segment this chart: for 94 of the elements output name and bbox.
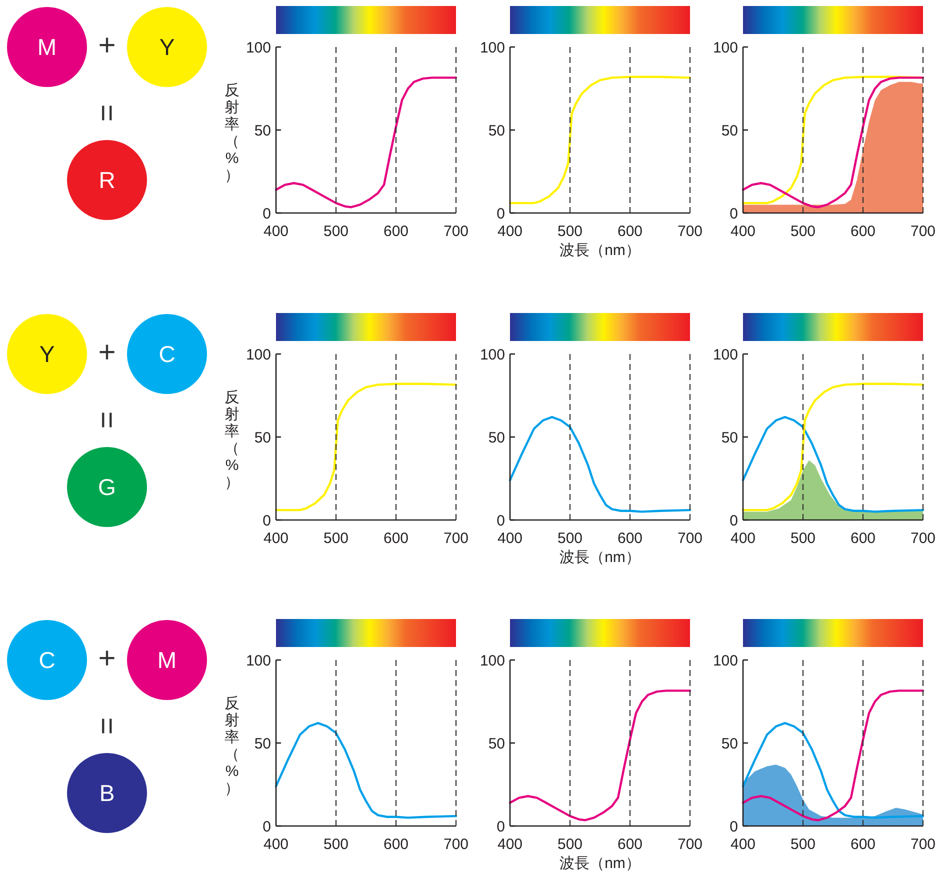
line-series (508, 76, 692, 204)
text: + (98, 29, 116, 62)
x-tick-label: 600 (617, 530, 643, 547)
x-tick-label: 600 (850, 530, 876, 547)
y-tick-label: 50 (721, 736, 738, 752)
text: = (90, 104, 123, 122)
line-series (508, 690, 692, 822)
text: M (157, 647, 177, 673)
y-tick-label: 0 (262, 818, 271, 836)
text: C (38, 647, 56, 673)
text: = (90, 717, 123, 735)
x-tick-label: 500 (557, 223, 583, 240)
x-tick-label: 400 (263, 223, 289, 240)
y-tick-label: 50 (254, 736, 271, 752)
x-tick-label: 500 (790, 530, 816, 547)
x-tick-label: 600 (617, 223, 643, 240)
y-tick-label: 100 (712, 652, 738, 670)
x-tick-label: 500 (323, 223, 349, 240)
y-axis-title: 反射率（%） (224, 389, 240, 491)
y-tick-label: 50 (721, 122, 738, 140)
line-series (742, 690, 924, 822)
y-tick-label: 100 (480, 652, 505, 670)
y-tick-label: 0 (496, 818, 505, 836)
x-axis-title: 波長（nm） (560, 242, 640, 259)
y-tick-label: 0 (730, 818, 738, 836)
y-tick-label: 50 (488, 736, 505, 752)
y-tick-label: 100 (246, 40, 271, 56)
line-series (742, 382, 924, 512)
y-axis-title: 反射率（%） (224, 695, 240, 797)
x-tick-label: 600 (383, 530, 409, 547)
x-tick-label: 400 (730, 223, 756, 240)
line-series (742, 722, 924, 819)
text: Y (159, 34, 175, 60)
x-axis-title: 波長（nm） (560, 855, 640, 872)
x-axis-title: 波長（nm） (560, 549, 640, 566)
x-tick-label: 700 (910, 836, 936, 853)
x-tick-label: 700 (443, 223, 469, 240)
y-tick-label: 0 (262, 206, 271, 222)
y-tick-label: 0 (496, 206, 505, 222)
y-tick-label: 50 (721, 430, 738, 446)
x-tick-label: 400 (730, 530, 756, 547)
y-tick-label: 50 (488, 430, 505, 446)
x-tick-label: 600 (850, 836, 876, 853)
x-tick-label: 400 (497, 836, 523, 853)
text: C (158, 341, 176, 367)
y-tick-label: 50 (254, 430, 271, 446)
text: B (99, 780, 115, 806)
y-tick-label: 100 (712, 346, 738, 364)
x-tick-label: 400 (497, 223, 523, 240)
y-tick-label: 100 (480, 40, 505, 56)
x-tick-label: 500 (790, 223, 816, 240)
line-series (274, 382, 458, 512)
y-tick-label: 0 (730, 512, 738, 530)
line-series (508, 416, 692, 513)
x-tick-label: 700 (910, 530, 936, 547)
text: = (90, 411, 123, 429)
y-tick-label: 50 (488, 122, 505, 140)
y-tick-label: 0 (496, 512, 505, 530)
x-tick-label: 500 (790, 836, 816, 853)
text: + (98, 642, 116, 675)
x-tick-label: 700 (910, 223, 936, 240)
x-tick-label: 500 (323, 530, 349, 547)
line-series (274, 722, 458, 819)
x-tick-label: 700 (677, 530, 703, 547)
text: G (98, 474, 116, 500)
x-tick-label: 700 (677, 836, 703, 853)
x-tick-label: 500 (557, 530, 583, 547)
text: R (98, 167, 116, 193)
line-series (274, 76, 458, 208)
y-tick-label: 100 (712, 40, 738, 56)
x-tick-label: 500 (557, 836, 583, 853)
x-tick-label: 500 (323, 836, 349, 853)
y-tick-label: 100 (246, 346, 271, 364)
y-tick-label: 50 (254, 122, 271, 140)
x-tick-label: 400 (263, 530, 289, 547)
x-tick-label: 600 (617, 836, 643, 853)
y-axis-title: 反射率（%） (224, 82, 240, 184)
text: M (37, 34, 57, 60)
text: + (98, 336, 116, 369)
x-tick-label: 400 (263, 836, 289, 853)
x-tick-label: 700 (677, 223, 703, 240)
y-tick-label: 100 (480, 346, 505, 364)
x-tick-label: 400 (497, 530, 523, 547)
y-tick-label: 100 (246, 652, 271, 670)
x-tick-label: 400 (730, 836, 756, 853)
x-tick-label: 700 (443, 836, 469, 853)
y-tick-label: 0 (262, 512, 271, 530)
x-tick-label: 600 (850, 223, 876, 240)
y-tick-label: 0 (730, 206, 738, 222)
x-tick-label: 700 (443, 530, 469, 547)
x-tick-label: 600 (383, 223, 409, 240)
x-tick-label: 600 (383, 836, 409, 853)
line-series (742, 416, 924, 513)
text: Y (39, 341, 55, 367)
